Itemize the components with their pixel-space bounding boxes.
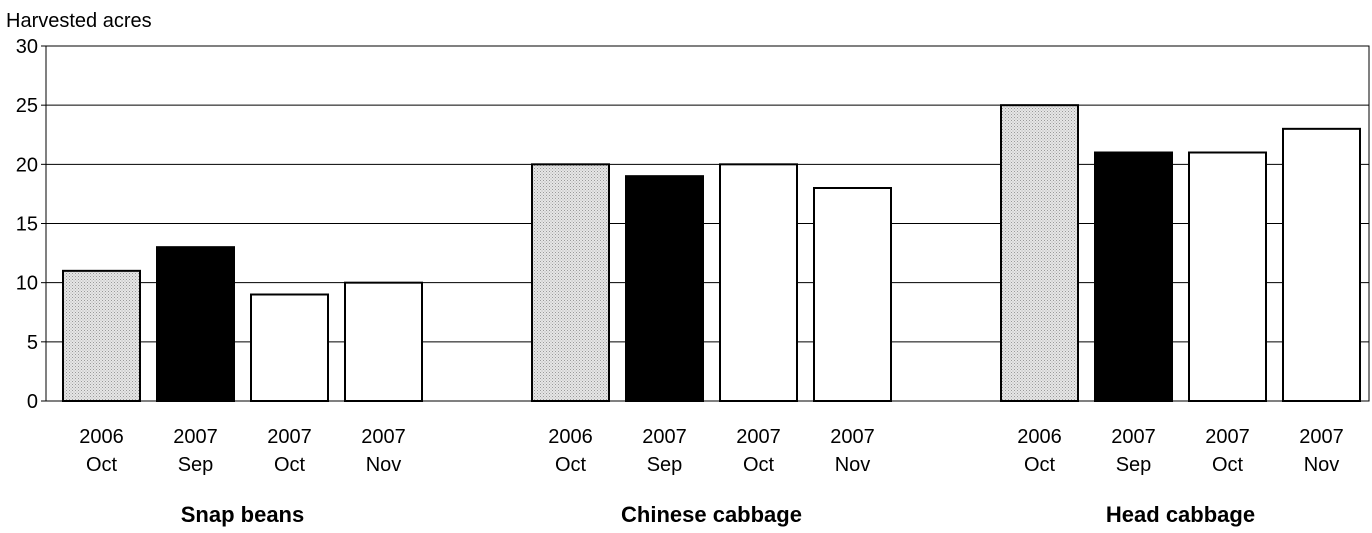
x-axis-labels: 2006 Oct 2007 Sep 2007 Oct 2007 Nov 2006 Oct 2007 S…: [79, 426, 1344, 476]
x-tick-label-year: 2007: [1205, 426, 1250, 448]
x-tick-label-month: Nov: [835, 454, 871, 476]
bar: [719, 163, 798, 402]
y-tick-label: 15: [16, 214, 38, 236]
y-axis-ticks: 0 5 10 15 20 25 30: [16, 36, 46, 413]
y-tick-label: 10: [16, 273, 38, 295]
bars: [62, 104, 1361, 403]
group-labels: Snap beans Chinese cabbage Head cabbage: [181, 502, 1255, 527]
x-tick-label-month: Nov: [1304, 454, 1340, 476]
x-tick-label-month: Oct: [743, 454, 775, 476]
bar: [531, 163, 610, 402]
bar: [344, 281, 423, 402]
x-tick-label-year: 2007: [267, 426, 312, 448]
bar: [250, 293, 329, 402]
x-tick-label-month: Oct: [274, 454, 306, 476]
group-label: Snap beans: [181, 502, 304, 527]
y-tick-label: 5: [27, 332, 38, 354]
group-label: Chinese cabbage: [621, 502, 802, 527]
bar: [1000, 104, 1079, 403]
y-tick-label: 20: [16, 154, 38, 176]
x-tick-label-year: 2007: [830, 426, 875, 448]
x-tick-label-month: Oct: [1212, 454, 1244, 476]
x-tick-label-year: 2007: [173, 426, 218, 448]
x-tick-label-year: 2007: [736, 426, 781, 448]
x-tick-label-year: 2007: [361, 426, 406, 448]
x-tick-label-year: 2007: [1111, 426, 1156, 448]
bar: [813, 187, 892, 402]
x-tick-label-year: 2007: [642, 426, 687, 448]
y-tick-label: 25: [16, 95, 38, 117]
x-tick-label-month: Oct: [1024, 454, 1056, 476]
bar: [1188, 151, 1267, 402]
bar: [62, 269, 141, 403]
x-tick-label-month: Sep: [178, 454, 214, 476]
x-tick-label-month: Oct: [86, 454, 118, 476]
x-tick-label-month: Sep: [1116, 454, 1152, 476]
bar: [1094, 151, 1173, 402]
x-tick-label-year: 2007: [1299, 426, 1344, 448]
x-tick-label-year: 2006: [548, 426, 593, 448]
x-tick-label-month: Oct: [555, 454, 587, 476]
plot-frame: [45, 45, 1370, 402]
y-axis-label: Harvested acres: [6, 10, 152, 32]
x-tick-label-year: 2006: [79, 426, 124, 448]
x-tick-label-year: 2006: [1017, 426, 1062, 448]
bar: [625, 175, 704, 402]
x-tick-label-month: Sep: [647, 454, 683, 476]
bar: [1282, 127, 1361, 402]
group-label: Head cabbage: [1106, 502, 1255, 527]
y-tick-label: 0: [27, 391, 38, 413]
x-tick-label-month: Nov: [366, 454, 402, 476]
y-tick-label: 30: [16, 36, 38, 58]
bar: [156, 246, 235, 402]
